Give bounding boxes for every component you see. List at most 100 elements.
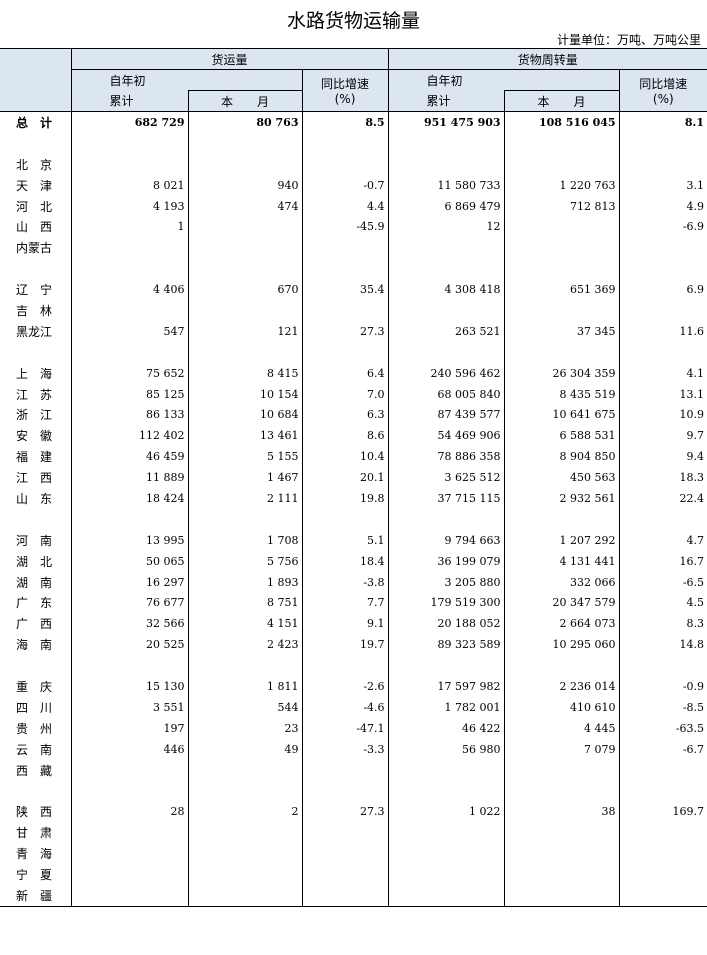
region-name: 北 京: [0, 153, 72, 175]
value-cell: 20.1: [301, 467, 389, 489]
table-row: 上 海 75 652 8 415 6.4 240 596 462 26 304 359 4.…: [0, 362, 707, 384]
value-cell: 75 652: [70, 362, 189, 384]
value-cell: 89 323 589: [387, 634, 505, 656]
value-cell: 712 813: [503, 195, 620, 217]
value-cell: [618, 655, 707, 677]
table-row: 黑龙江 547 121 27.3 263 521 37 345 11.6: [0, 320, 707, 342]
region-header-cell: [0, 48, 72, 112]
table-row: 内蒙古: [0, 237, 707, 259]
value-cell: 9.7: [618, 425, 707, 447]
value-cell: [618, 780, 707, 802]
value-cell: [70, 843, 189, 865]
value-cell: 4.9: [618, 195, 707, 217]
region-name: 广 西: [0, 613, 72, 635]
value-cell: [503, 843, 620, 865]
value-cell: 8 904 850: [503, 446, 620, 468]
value-cell: [503, 132, 620, 154]
value-cell: [618, 237, 707, 259]
value-cell: 18 424: [70, 488, 189, 509]
value-cell: [70, 153, 189, 175]
value-cell: [301, 843, 389, 865]
value-cell: 16 297: [70, 571, 189, 593]
value-cell: [503, 655, 620, 677]
region-name: 上 海: [0, 362, 72, 384]
value-cell: -6.7: [618, 738, 707, 760]
value-cell: [387, 864, 505, 885]
value-cell: -4.6: [301, 696, 389, 718]
region-name: 宁 夏: [0, 864, 72, 885]
table-row: 重 庆 15 130 1 811 -2.6 17 597 982 2 236 014 -0.…: [0, 676, 707, 697]
value-cell: [70, 864, 189, 885]
freight-month-header: 本 月: [187, 90, 303, 112]
table-row: [0, 508, 707, 530]
region-name: 河 北: [0, 195, 72, 217]
value-cell: [70, 655, 189, 677]
value-cell: [387, 258, 505, 280]
table-row: 贵 州 197 23 -47.1 46 422 4 445 -63.5: [0, 717, 707, 739]
value-cell: 8.6: [301, 425, 389, 447]
value-cell: -45.9: [301, 216, 389, 238]
table-row: [0, 780, 707, 802]
value-cell: 10 684: [187, 404, 303, 426]
region-name: 重 庆: [0, 676, 72, 697]
value-cell: 35.4: [301, 279, 389, 301]
value-cell: 8 415: [187, 362, 303, 384]
value-cell: [503, 759, 620, 781]
region-name: [0, 341, 72, 363]
value-cell: 32 566: [70, 613, 189, 635]
table-row: 云 南 446 49 -3.3 56 980 7 079 -6.7: [0, 738, 707, 760]
region-name: 海 南: [0, 634, 72, 656]
value-cell: -6.9: [618, 216, 707, 238]
value-cell: 5 155: [187, 446, 303, 468]
value-cell: 15 130: [70, 676, 189, 697]
value-cell: 38: [503, 801, 620, 823]
value-cell: 87 439 577: [387, 404, 505, 426]
value-cell: 11 889: [70, 467, 189, 489]
value-cell: -0.9: [618, 676, 707, 697]
value-cell: [503, 216, 620, 238]
value-cell: -3.8: [301, 571, 389, 593]
region-name: 云 南: [0, 738, 72, 760]
value-cell: [70, 341, 189, 363]
value-cell: [301, 884, 389, 907]
value-cell: [503, 341, 620, 363]
region-name: 青 海: [0, 843, 72, 865]
value-cell: 121: [187, 320, 303, 342]
value-cell: 9.4: [618, 446, 707, 468]
value-cell: [387, 822, 505, 844]
value-cell: [187, 300, 303, 321]
value-cell: -47.1: [301, 717, 389, 739]
value-cell: [301, 237, 389, 259]
value-cell: [618, 508, 707, 530]
value-cell: 1 220 763: [503, 174, 620, 196]
value-cell: [187, 216, 303, 238]
region-name: 山 东: [0, 488, 72, 509]
value-cell: 4 308 418: [387, 279, 505, 301]
region-name: 广 东: [0, 592, 72, 614]
value-cell: [387, 843, 505, 865]
freight-cumulative-header: 累计: [70, 90, 189, 112]
value-cell: [301, 822, 389, 844]
region-name: 安 徽: [0, 425, 72, 447]
value-cell: 4.5: [618, 592, 707, 614]
value-cell: 13 461: [187, 425, 303, 447]
value-cell: [503, 508, 620, 530]
value-cell: 6.4: [301, 362, 389, 384]
value-cell: 20 525: [70, 634, 189, 656]
value-cell: [70, 300, 189, 321]
value-cell: 4 151: [187, 613, 303, 635]
value-cell: [187, 864, 303, 885]
value-cell: [387, 237, 505, 259]
value-cell: 450 563: [503, 467, 620, 489]
value-cell: 7.7: [301, 592, 389, 614]
value-cell: 7 079: [503, 738, 620, 760]
value-cell: 1 782 001: [387, 696, 505, 718]
value-cell: 682 729: [70, 110, 189, 133]
table-row: 新 疆: [0, 884, 707, 907]
region-name: 西 藏: [0, 759, 72, 781]
turnover-header: 货物周转量: [387, 48, 707, 70]
value-cell: 3 551: [70, 696, 189, 718]
value-cell: 1 811: [187, 676, 303, 697]
value-cell: [503, 153, 620, 175]
